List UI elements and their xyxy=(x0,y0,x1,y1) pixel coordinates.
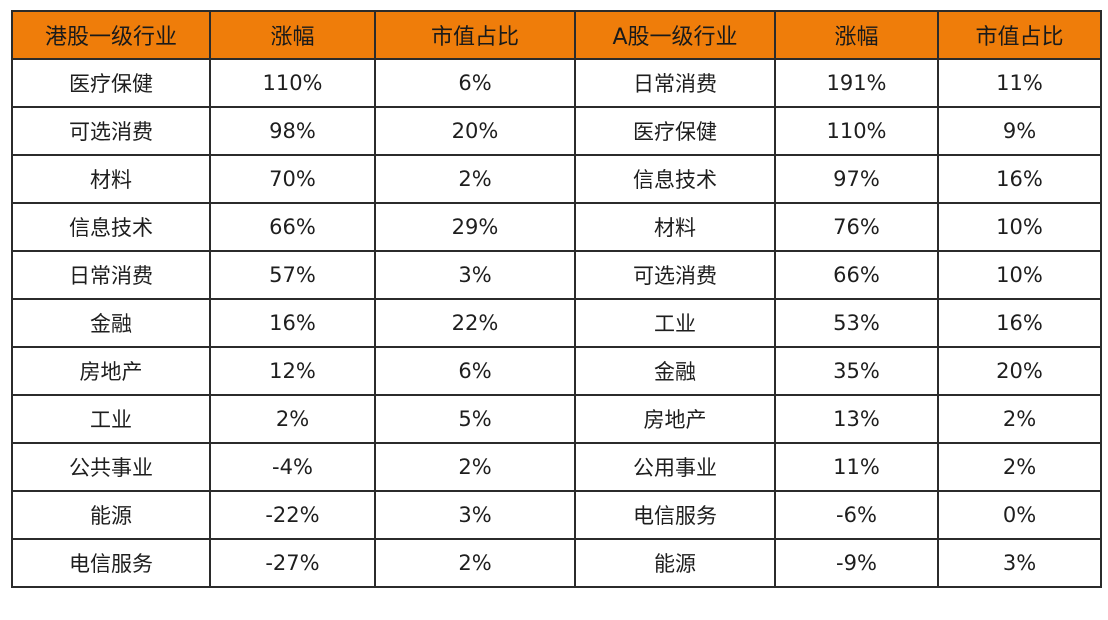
cell-hk-industry: 医疗保健 xyxy=(11,58,211,108)
cell-a-change: 76% xyxy=(774,202,939,252)
cell-a-industry: 房地产 xyxy=(574,394,776,444)
cell-a-industry: 医疗保健 xyxy=(574,106,776,156)
cell-hk-change: 110% xyxy=(209,58,376,108)
header-a-cap-share: 市值占比 xyxy=(937,10,1102,60)
cell-a-change: -9% xyxy=(774,538,939,588)
cell-a-cap-share: 11% xyxy=(937,58,1102,108)
header-row: 港股一级行业 涨幅 市值占比 A股一级行业 涨幅 市值占比 xyxy=(11,10,1102,60)
header-a-industry: A股一级行业 xyxy=(574,10,776,60)
cell-hk-industry: 金融 xyxy=(11,298,211,348)
cell-hk-change: -4% xyxy=(209,442,376,492)
cell-a-industry: 工业 xyxy=(574,298,776,348)
cell-a-cap-share: 9% xyxy=(937,106,1102,156)
cell-hk-change: 16% xyxy=(209,298,376,348)
cell-hk-cap-share: 2% xyxy=(374,154,576,204)
table-row: 日常消费 57% 3% 可选消费 66% 10% xyxy=(11,250,1102,300)
cell-a-industry: 电信服务 xyxy=(574,490,776,540)
cell-hk-industry: 工业 xyxy=(11,394,211,444)
cell-hk-industry: 房地产 xyxy=(11,346,211,396)
table-row: 金融 16% 22% 工业 53% 16% xyxy=(11,298,1102,348)
cell-hk-cap-share: 5% xyxy=(374,394,576,444)
cell-a-change: 191% xyxy=(774,58,939,108)
cell-a-change: 53% xyxy=(774,298,939,348)
cell-a-change: 110% xyxy=(774,106,939,156)
cell-a-change: 66% xyxy=(774,250,939,300)
cell-hk-industry: 能源 xyxy=(11,490,211,540)
cell-hk-cap-share: 6% xyxy=(374,346,576,396)
cell-hk-cap-share: 3% xyxy=(374,490,576,540)
cell-hk-industry: 可选消费 xyxy=(11,106,211,156)
table-row: 材料 70% 2% 信息技术 97% 16% xyxy=(11,154,1102,204)
cell-a-cap-share: 20% xyxy=(937,346,1102,396)
cell-a-industry: 公用事业 xyxy=(574,442,776,492)
table-header: 港股一级行业 涨幅 市值占比 A股一级行业 涨幅 市值占比 xyxy=(11,10,1102,60)
table-body: 医疗保健 110% 6% 日常消费 191% 11% 可选消费 98% 20% 医疗保健 110% 9… xyxy=(11,58,1102,588)
table-row: 信息技术 66% 29% 材料 76% 10% xyxy=(11,202,1102,252)
cell-a-cap-share: 0% xyxy=(937,490,1102,540)
table-row: 工业 2% 5% 房地产 13% 2% xyxy=(11,394,1102,444)
cell-a-cap-share: 3% xyxy=(937,538,1102,588)
cell-a-industry: 信息技术 xyxy=(574,154,776,204)
header-hk-cap-share: 市值占比 xyxy=(374,10,576,60)
cell-a-change: 35% xyxy=(774,346,939,396)
cell-hk-cap-share: 6% xyxy=(374,58,576,108)
header-hk-change: 涨幅 xyxy=(209,10,376,60)
cell-a-industry: 可选消费 xyxy=(574,250,776,300)
table-row: 房地产 12% 6% 金融 35% 20% xyxy=(11,346,1102,396)
cell-hk-change: 98% xyxy=(209,106,376,156)
cell-hk-change: 57% xyxy=(209,250,376,300)
cell-hk-cap-share: 3% xyxy=(374,250,576,300)
cell-a-cap-share: 2% xyxy=(937,442,1102,492)
cell-hk-change: 66% xyxy=(209,202,376,252)
cell-hk-industry: 信息技术 xyxy=(11,202,211,252)
cell-a-industry: 日常消费 xyxy=(574,58,776,108)
sector-comparison-table: 港股一级行业 涨幅 市值占比 A股一级行业 涨幅 市值占比 医疗保健 110% 6%… xyxy=(11,10,1102,588)
cell-hk-change: 2% xyxy=(209,394,376,444)
table-row: 医疗保健 110% 6% 日常消费 191% 11% xyxy=(11,58,1102,108)
cell-hk-cap-share: 20% xyxy=(374,106,576,156)
cell-a-industry: 金融 xyxy=(574,346,776,396)
cell-a-change: 11% xyxy=(774,442,939,492)
cell-a-cap-share: 16% xyxy=(937,298,1102,348)
cell-a-change: 13% xyxy=(774,394,939,444)
cell-hk-change: 70% xyxy=(209,154,376,204)
cell-hk-industry: 公共事业 xyxy=(11,442,211,492)
cell-a-change: 97% xyxy=(774,154,939,204)
table-row: 公共事业 -4% 2% 公用事业 11% 2% xyxy=(11,442,1102,492)
table-row: 电信服务 -27% 2% 能源 -9% 3% xyxy=(11,538,1102,588)
cell-hk-industry: 材料 xyxy=(11,154,211,204)
table-row: 能源 -22% 3% 电信服务 -6% 0% xyxy=(11,490,1102,540)
header-a-change: 涨幅 xyxy=(774,10,939,60)
cell-hk-change: -22% xyxy=(209,490,376,540)
cell-a-cap-share: 16% xyxy=(937,154,1102,204)
cell-a-industry: 能源 xyxy=(574,538,776,588)
table-row: 可选消费 98% 20% 医疗保健 110% 9% xyxy=(11,106,1102,156)
cell-hk-change: -27% xyxy=(209,538,376,588)
cell-hk-industry: 日常消费 xyxy=(11,250,211,300)
cell-a-industry: 材料 xyxy=(574,202,776,252)
cell-hk-cap-share: 22% xyxy=(374,298,576,348)
cell-a-cap-share: 10% xyxy=(937,202,1102,252)
header-hk-industry: 港股一级行业 xyxy=(11,10,211,60)
cell-a-cap-share: 2% xyxy=(937,394,1102,444)
cell-a-cap-share: 10% xyxy=(937,250,1102,300)
cell-hk-cap-share: 2% xyxy=(374,442,576,492)
cell-hk-industry: 电信服务 xyxy=(11,538,211,588)
cell-hk-cap-share: 2% xyxy=(374,538,576,588)
cell-hk-cap-share: 29% xyxy=(374,202,576,252)
cell-a-change: -6% xyxy=(774,490,939,540)
cell-hk-change: 12% xyxy=(209,346,376,396)
